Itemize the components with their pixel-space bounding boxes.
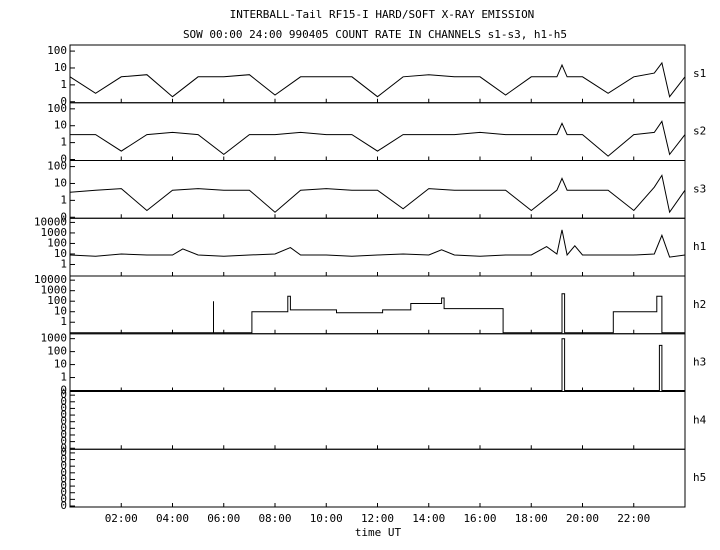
y-tick-label: 0 bbox=[60, 486, 67, 499]
data-line bbox=[70, 293, 685, 334]
y-tick-label: 0 bbox=[60, 428, 67, 441]
y-tick-label: 0 bbox=[60, 95, 67, 108]
x-tick-label: 20:00 bbox=[566, 512, 599, 525]
data-line bbox=[69, 61, 686, 98]
panel-frame bbox=[69, 333, 686, 392]
x-axis-label: time UT bbox=[355, 526, 402, 539]
y-tick-label: 0 bbox=[60, 459, 67, 472]
y-tick-label: 100 bbox=[47, 294, 67, 307]
x-tick-label: 22:00 bbox=[617, 512, 650, 525]
x-tick-label: 02:00 bbox=[105, 512, 138, 525]
y-tick-label: 1000 bbox=[41, 226, 68, 239]
panel-label: h2 bbox=[693, 298, 706, 311]
y-tick-label: 0 bbox=[60, 479, 67, 492]
y-tick-label: 10 bbox=[54, 176, 67, 189]
y-tick-label: 1 bbox=[60, 78, 67, 91]
panel-label: s2 bbox=[693, 125, 706, 138]
x-tick-label: 10:00 bbox=[310, 512, 343, 525]
y-tick-label: 0 bbox=[60, 435, 67, 448]
y-tick-label: 0 bbox=[60, 492, 67, 505]
x-tick-label: 16:00 bbox=[463, 512, 496, 525]
panel-frame bbox=[69, 160, 686, 219]
y-tick-label: 0 bbox=[60, 153, 67, 166]
y-tick-label: 1000 bbox=[41, 284, 68, 297]
x-tick-label: 18:00 bbox=[515, 512, 548, 525]
y-tick-label: 0 bbox=[60, 421, 67, 434]
y-tick-label: 100 bbox=[47, 160, 67, 173]
y-tick-label: 0 bbox=[60, 466, 67, 479]
y-tick-label: 1 bbox=[60, 257, 67, 270]
panel-frame bbox=[69, 275, 686, 335]
y-tick-label: 0 bbox=[60, 384, 67, 397]
x-tick-label: 04:00 bbox=[156, 512, 189, 525]
panel-frame bbox=[69, 44, 686, 104]
chart-subtitle: SOW 00:00 24:00 990405 COUNT RATE IN CHA… bbox=[183, 28, 567, 41]
y-tick-label: 10 bbox=[54, 61, 67, 74]
y-tick-label: 0 bbox=[60, 395, 67, 408]
y-tick-label: 1 bbox=[60, 193, 67, 206]
panel-label: h1 bbox=[693, 240, 706, 253]
y-tick-label: 0 bbox=[60, 441, 67, 454]
panel-label: h5 bbox=[693, 471, 706, 484]
y-tick-label: 0 bbox=[60, 499, 67, 512]
panel-label: h3 bbox=[693, 356, 706, 369]
panel-frame bbox=[69, 102, 686, 161]
x-tick-label: 14:00 bbox=[412, 512, 445, 525]
y-tick-label: 0 bbox=[60, 415, 67, 428]
y-tick-label: 100 bbox=[47, 345, 67, 358]
y-tick-label: 10 bbox=[54, 247, 67, 260]
y-tick-label: 100 bbox=[47, 102, 67, 115]
y-tick-label: 10 bbox=[54, 119, 67, 132]
data-line bbox=[69, 229, 686, 258]
y-tick-label: 1 bbox=[60, 371, 67, 384]
x-tick-label: 06:00 bbox=[207, 512, 240, 525]
x-tick-label: 12:00 bbox=[361, 512, 394, 525]
y-tick-label: 100 bbox=[47, 236, 67, 249]
y-tick-label: 1000 bbox=[41, 332, 68, 345]
y-tick-label: 0 bbox=[60, 472, 67, 485]
y-tick-label: 100 bbox=[47, 44, 67, 57]
panel-label: s1 bbox=[693, 67, 706, 80]
y-tick-label: 0 bbox=[60, 401, 67, 414]
y-tick-label: 0 bbox=[60, 408, 67, 421]
panel-label: h4 bbox=[693, 413, 707, 426]
data-line bbox=[69, 174, 686, 214]
data-line bbox=[70, 120, 686, 157]
y-tick-label: 10 bbox=[54, 305, 67, 318]
y-tick-label: 1 bbox=[60, 136, 67, 149]
y-tick-label: 1 bbox=[60, 315, 67, 328]
x-tick-label: 08:00 bbox=[258, 512, 291, 525]
y-tick-label: 10000 bbox=[34, 273, 67, 286]
panel-frame bbox=[69, 217, 686, 277]
panel-frame bbox=[69, 391, 686, 450]
y-tick-label: 0 bbox=[60, 446, 67, 459]
y-tick-label: 10 bbox=[54, 358, 67, 371]
data-line bbox=[70, 338, 685, 391]
panel-label: s3 bbox=[693, 182, 706, 195]
y-tick-label: 0 bbox=[60, 210, 67, 223]
y-tick-label: 10000 bbox=[34, 215, 67, 228]
chart-title: INTERBALL-Tail RF15-I HARD/SOFT X-RAY EM… bbox=[230, 8, 535, 21]
y-tick-label: 0 bbox=[60, 388, 67, 401]
panel-frame bbox=[69, 448, 686, 508]
y-tick-label: 0 bbox=[60, 453, 67, 466]
